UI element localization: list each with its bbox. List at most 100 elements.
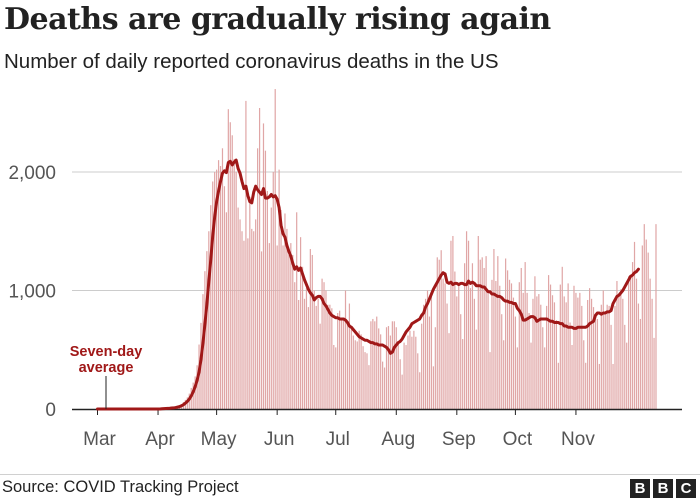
- daily-deaths-bar: [364, 352, 366, 409]
- daily-deaths-bar: [262, 123, 265, 410]
- daily-deaths-bar: [540, 304, 542, 409]
- daily-deaths-bar: [477, 235, 479, 409]
- daily-deaths-bar: [616, 281, 618, 409]
- daily-deaths-bar: [251, 228, 253, 409]
- daily-deaths-bar: [501, 314, 503, 409]
- daily-deaths-bar: [633, 241, 636, 409]
- daily-deaths-bar: [530, 342, 532, 409]
- daily-deaths-bar: [294, 282, 296, 409]
- daily-deaths-bar: [589, 288, 591, 409]
- daily-deaths-bar: [292, 254, 294, 409]
- daily-deaths-bar: [630, 277, 632, 409]
- daily-deaths-bar: [440, 250, 442, 409]
- daily-deaths-bar: [348, 303, 351, 409]
- daily-deaths-bar: [278, 169, 280, 409]
- daily-deaths-bar: [335, 347, 337, 409]
- daily-deaths-bar: [360, 334, 362, 409]
- daily-deaths-bar: [288, 254, 290, 409]
- daily-deaths-bar: [331, 308, 333, 409]
- daily-deaths-bar: [395, 327, 397, 409]
- annotation-label: Seven-day: [70, 344, 143, 360]
- daily-deaths-bar: [626, 342, 628, 409]
- daily-deaths-bar: [383, 367, 386, 409]
- daily-deaths-bar: [503, 340, 505, 409]
- daily-deaths-bar: [577, 297, 579, 409]
- daily-deaths-bar: [399, 359, 401, 409]
- daily-deaths-bar: [305, 288, 308, 409]
- daily-deaths-bar: [590, 298, 593, 409]
- chart-title: Deaths are gradually rising again: [4, 2, 551, 37]
- daily-deaths-bar: [196, 365, 198, 409]
- daily-deaths-bar: [428, 316, 431, 409]
- daily-deaths-bar: [333, 345, 335, 409]
- daily-deaths-bar: [467, 240, 470, 409]
- daily-deaths-bar: [358, 330, 360, 409]
- daily-deaths-bar: [610, 324, 612, 409]
- daily-deaths-bar: [284, 213, 286, 409]
- daily-deaths-bar: [462, 339, 464, 409]
- daily-deaths-bar: [421, 323, 423, 409]
- daily-deaths-bar: [219, 166, 222, 409]
- daily-deaths-bar: [309, 249, 311, 409]
- daily-deaths-bar: [596, 318, 599, 409]
- daily-deaths-bar: [608, 305, 610, 409]
- daily-deaths-bar: [385, 327, 388, 409]
- daily-deaths-bar: [569, 322, 571, 409]
- bbc-logo-letter: B: [630, 479, 650, 498]
- daily-deaths-bar: [458, 285, 460, 409]
- daily-deaths-bar: [204, 271, 206, 409]
- daily-deaths-bar: [247, 238, 249, 409]
- daily-deaths-bar: [223, 186, 226, 409]
- daily-deaths-bar: [643, 224, 645, 409]
- daily-deaths-bar: [551, 295, 554, 409]
- daily-deaths-bar: [606, 304, 608, 409]
- daily-deaths-bar: [448, 333, 450, 409]
- daily-deaths-bar: [649, 278, 651, 409]
- daily-deaths-bar: [489, 352, 491, 409]
- daily-deaths-bar: [483, 267, 485, 409]
- daily-deaths-bar: [583, 340, 585, 409]
- daily-deaths-bar: [557, 362, 559, 409]
- daily-deaths-bar: [585, 362, 587, 409]
- daily-deaths-bar: [194, 376, 196, 409]
- daily-deaths-bar: [579, 292, 581, 409]
- daily-deaths-bar: [214, 172, 216, 409]
- daily-deaths-bar: [299, 237, 302, 409]
- daily-deaths-bar: [485, 256, 487, 409]
- daily-deaths-bar: [366, 353, 368, 409]
- daily-deaths-bar: [645, 239, 647, 409]
- daily-deaths-bar: [208, 231, 210, 409]
- daily-deaths-bar: [604, 311, 606, 409]
- daily-deaths-bar: [354, 340, 356, 409]
- x-tick-label: Mar: [83, 429, 116, 450]
- daily-deaths-bar: [290, 243, 292, 409]
- daily-deaths-bar: [239, 219, 241, 409]
- daily-deaths-bar: [372, 318, 374, 409]
- daily-deaths-bar: [647, 252, 649, 409]
- daily-deaths-bar: [534, 276, 536, 409]
- daily-deaths-bar: [505, 258, 507, 409]
- daily-deaths-bar: [542, 327, 544, 409]
- daily-deaths-bars: [159, 89, 657, 410]
- daily-deaths-bar: [526, 292, 528, 409]
- daily-deaths-bar: [481, 257, 483, 409]
- daily-deaths-bar: [313, 290, 315, 409]
- daily-deaths-bar: [592, 307, 595, 409]
- daily-deaths-bar: [403, 342, 405, 409]
- daily-deaths-bar: [258, 108, 261, 409]
- chart-subtitle: Number of daily reported coronavirus dea…: [4, 50, 499, 73]
- source-note: Source: COVID Tracking Project: [2, 478, 239, 496]
- daily-deaths-bar: [620, 289, 622, 409]
- daily-deaths-bar: [631, 262, 634, 409]
- daily-deaths-bar: [241, 231, 243, 409]
- daily-deaths-bar: [268, 243, 270, 409]
- daily-deaths-bar: [547, 275, 550, 409]
- daily-deaths-bar: [575, 292, 577, 409]
- daily-deaths-bar: [344, 290, 347, 409]
- daily-deaths-bar: [374, 321, 376, 409]
- daily-deaths-bar: [319, 323, 321, 409]
- daily-deaths-bar: [508, 279, 511, 409]
- daily-deaths-bar: [413, 330, 415, 409]
- daily-deaths-bar: [270, 207, 272, 409]
- daily-deaths-bar: [391, 321, 393, 409]
